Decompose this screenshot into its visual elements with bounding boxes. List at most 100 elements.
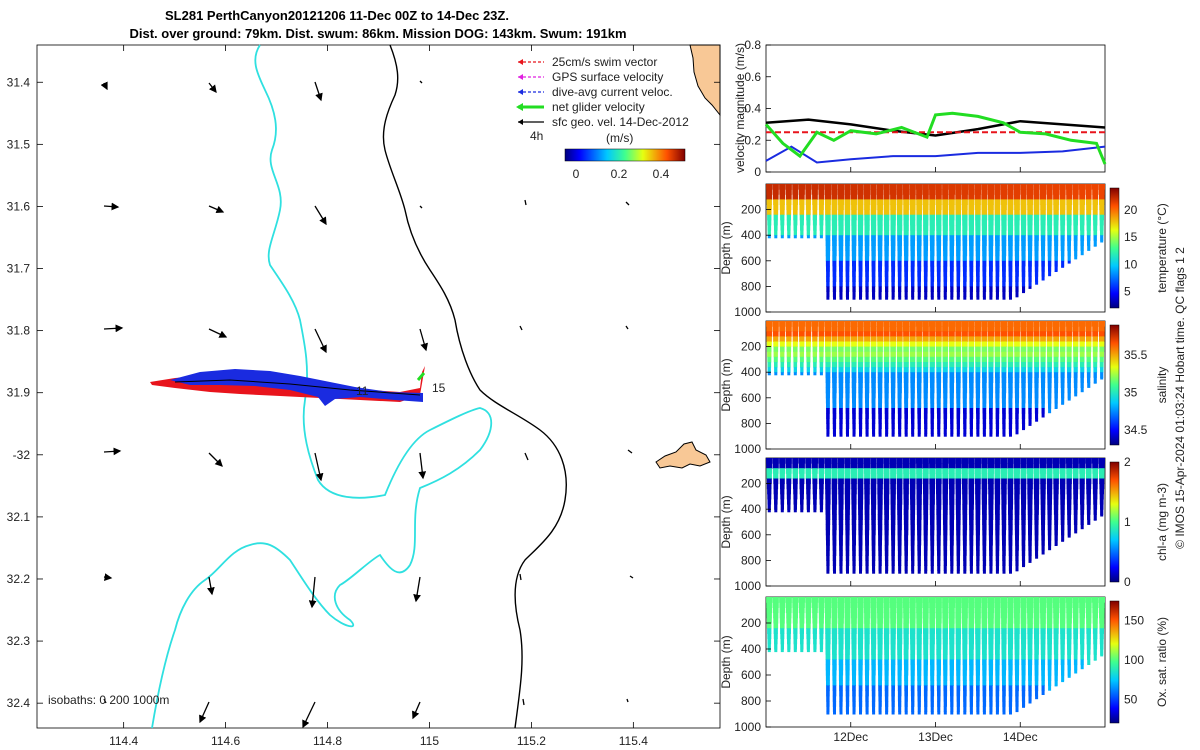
profile-cell [962,649,968,655]
profile-cell [917,402,922,409]
profile-cell [1014,493,1020,500]
profile-cell [1092,597,1099,603]
profile-cell [831,488,838,495]
profile-cell [903,649,909,655]
profile-cell [1001,199,1007,205]
profile-cell [1007,209,1014,216]
profile-cell [832,555,837,561]
profile-cell [1007,473,1014,479]
profile-cell [1099,219,1104,226]
profile-cell [825,250,831,257]
profile-cell [1080,664,1084,670]
profile-cell [1067,664,1071,671]
profile-cell [943,255,948,262]
profile-cell [937,433,941,437]
profile-cell [969,514,974,520]
profile-cell [832,413,837,419]
profile-cell [787,504,791,510]
profile-cell [857,341,864,348]
profile-cell [956,669,961,676]
profile-cell [1073,245,1078,251]
profile-cell [819,209,824,216]
profile-cell [909,214,916,221]
depth-tick-label: 800 [741,416,761,430]
map-y-tick-label: 31.6 [7,199,31,213]
profile-cell [1027,643,1033,650]
profile-cell [818,189,825,195]
profile-cell [988,346,994,353]
profile-cell [891,685,895,692]
profile-cell [850,602,858,608]
profile-cell [903,194,910,200]
profile-cell [1015,701,1019,707]
profile-cell [870,612,877,619]
profile-cell [786,617,792,624]
profile-cell [1008,286,1013,292]
profile-cell [1007,483,1014,490]
profile-cell [916,509,922,515]
profile-cell [989,690,993,697]
profile-cell [981,346,988,353]
profile-cell [844,623,851,629]
profile-cell [994,199,1001,205]
profile-cell [1015,685,1019,692]
profile-cell [950,433,954,437]
profile-cell [812,623,818,629]
profile-cell [916,473,923,479]
profile-cell [989,701,993,707]
profile-cell [851,633,857,640]
profile-cell [837,331,844,337]
profile-cell [948,321,955,327]
profile-cell [930,428,934,435]
profile-cell [910,499,916,505]
profile-cell [1074,250,1078,257]
profile-cell [871,367,877,373]
profile-cell [956,654,961,660]
profile-cell [1027,209,1033,216]
profile-cell [1034,397,1039,404]
profile-cell [831,643,837,650]
profile-cell [904,685,908,692]
profile-cell [831,225,838,231]
profile-cell [844,204,851,211]
profile-cell [1008,382,1013,388]
profile-cell [1008,245,1013,251]
profile-cell [935,617,942,624]
profile-cell [904,402,909,409]
profile-cell [975,638,981,645]
profile-cell [1021,392,1026,399]
profile-cell [1073,367,1078,373]
profile-cell [1026,326,1034,332]
profile-cell [897,219,903,226]
profile-cell [876,597,884,603]
profile-cell [897,664,902,671]
profile-cell [942,214,948,221]
profile-cell [962,529,967,536]
profile-cell [773,478,779,485]
profile-cell [956,245,961,251]
profile-cell [962,377,968,383]
profile-cell [942,463,949,469]
profile-cell [896,617,903,624]
profile-cell [864,468,871,474]
profile-cell [1040,230,1046,236]
profile-cell [896,463,903,469]
profile-cell [995,245,1000,251]
profile-cell [767,628,772,634]
profile-cell [851,219,857,226]
profile-cell [1060,367,1065,373]
profile-cell [845,265,850,272]
profile-cell [916,351,922,358]
profile-cell [935,458,942,464]
profile-cell [826,570,830,574]
profile-cell [774,509,778,513]
profile-cell [857,336,864,342]
profile-cell [1072,458,1079,464]
profile-cell [825,387,831,394]
profile-cell [772,194,779,200]
profile-cell [963,281,967,287]
profile-cell [1028,392,1032,399]
profile-cell [831,493,838,500]
profile-cell [1086,341,1092,348]
profile-cell [891,706,895,712]
